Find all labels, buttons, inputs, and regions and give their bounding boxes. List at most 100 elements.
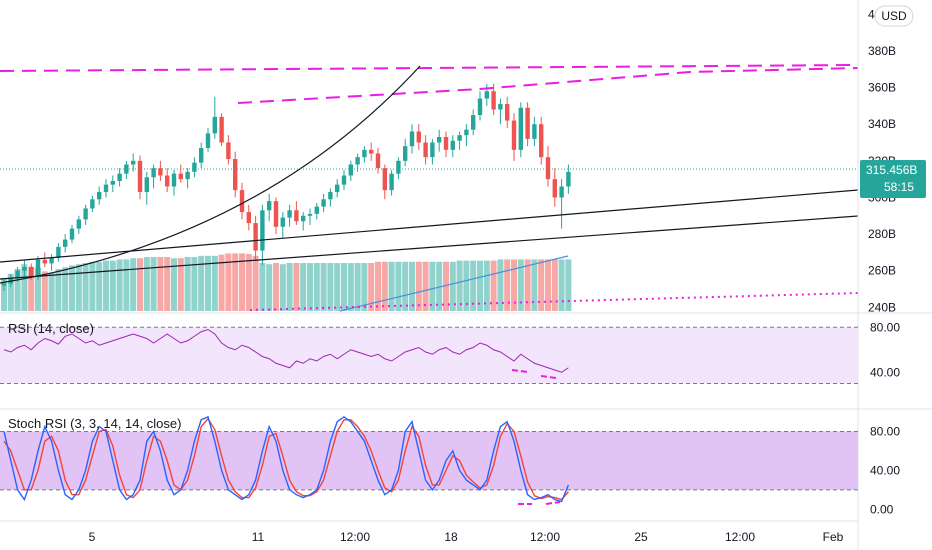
time-tick-label: 5 xyxy=(89,530,96,544)
candle-body xyxy=(246,212,251,224)
volume-bar xyxy=(103,260,109,311)
time-tick-label: 12:00 xyxy=(340,530,370,544)
volume-bar xyxy=(171,258,177,311)
volume-bar xyxy=(551,259,558,311)
rsi-tick-label: 40.00 xyxy=(870,365,900,379)
candle-body xyxy=(56,246,61,258)
candle-body xyxy=(294,210,299,222)
volume-bar xyxy=(177,258,184,311)
volume-bar xyxy=(483,260,490,311)
stoch-tick-label: 80.00 xyxy=(870,424,900,438)
stoch-axis[interactable]: 80.00 40.00 0.00 xyxy=(870,424,900,516)
time-tick-label: 12:00 xyxy=(725,530,755,544)
upper-dashed-resistance xyxy=(0,64,859,72)
volume-bar xyxy=(504,259,511,311)
candle-body xyxy=(362,149,367,158)
volume-bar xyxy=(415,261,422,311)
candle-body xyxy=(280,217,285,227)
price-tick-label: 340B xyxy=(868,117,896,131)
volume-bar xyxy=(545,259,551,311)
candle-body xyxy=(450,140,455,150)
stoch-band xyxy=(0,431,858,490)
volume-bar xyxy=(347,263,354,311)
candle-body xyxy=(443,137,449,150)
candle-body xyxy=(63,239,68,247)
currency-button[interactable]: USD xyxy=(874,5,914,27)
candle-body xyxy=(83,208,88,220)
volume-bar xyxy=(259,263,266,311)
candle-body xyxy=(199,148,204,163)
candle-body xyxy=(22,267,27,271)
candle-body xyxy=(253,223,258,251)
volume-bar xyxy=(511,259,517,311)
volume-bar xyxy=(354,263,361,311)
candle-body xyxy=(348,164,353,176)
candle-body xyxy=(97,191,102,200)
volume-bar xyxy=(239,253,245,311)
candle-body xyxy=(212,116,217,134)
volume-bar xyxy=(232,253,239,311)
candle-body xyxy=(498,104,503,110)
support-line-upper xyxy=(0,189,859,263)
currency-label: USD xyxy=(881,9,907,23)
candle-body xyxy=(532,124,537,139)
candle-body xyxy=(192,162,197,172)
volume-bar xyxy=(218,254,225,311)
volume-bar xyxy=(409,261,415,311)
volume-bar xyxy=(21,264,28,311)
candle-body xyxy=(205,133,211,149)
stoch-d-line xyxy=(3,417,569,501)
candle-body xyxy=(409,131,415,147)
price-tick-label: 280B xyxy=(868,227,896,241)
volume-bar xyxy=(286,263,293,311)
volume-bar xyxy=(28,266,35,311)
volume-bar xyxy=(89,261,96,311)
rsi-axis[interactable]: 80.00 40.00 xyxy=(870,320,900,379)
candle-body xyxy=(226,142,231,159)
candle-body xyxy=(69,228,75,240)
volume-bar xyxy=(381,261,388,311)
volume-bar xyxy=(130,258,137,311)
volume-bar xyxy=(313,263,320,311)
candle-body xyxy=(403,146,408,161)
volume-bar xyxy=(307,263,313,311)
time-axis[interactable]: 5 11 12:00 18 12:00 25 12:00 Feb xyxy=(89,530,844,544)
stoch-tick-label: 40.00 xyxy=(870,463,900,477)
candle-body xyxy=(477,98,483,116)
candle-body xyxy=(464,129,469,136)
rsi-dashed-divergence xyxy=(511,369,529,373)
volume-bar xyxy=(429,261,436,311)
candle-body xyxy=(437,137,442,143)
candle-body xyxy=(178,173,183,180)
volume-bar xyxy=(470,260,477,311)
stoch-rsi-pane[interactable]: Stoch RSI (3, 3, 14, 14, close) xyxy=(0,415,858,505)
rsi-pane[interactable]: RSI (14, close) xyxy=(0,321,858,384)
volume-bar xyxy=(558,259,565,311)
candle-body xyxy=(559,186,564,198)
candle-body xyxy=(287,210,292,218)
candle-body xyxy=(552,179,557,198)
candle-body xyxy=(314,206,319,214)
volume-bar xyxy=(456,260,463,311)
volume-bar xyxy=(341,263,347,311)
volume-bar xyxy=(150,257,157,311)
candle-body xyxy=(484,91,489,99)
price-pane[interactable] xyxy=(0,64,859,312)
volume-bar xyxy=(211,255,218,311)
volume-bar xyxy=(334,263,341,311)
candle-body xyxy=(260,210,265,251)
stoch-k-line xyxy=(3,415,570,503)
candle-body xyxy=(457,135,462,141)
volume-bar xyxy=(245,254,252,311)
candle-body xyxy=(307,213,313,216)
price-tick-label: 360B xyxy=(868,81,896,95)
parabolic-curve xyxy=(0,65,421,284)
volume-bar xyxy=(361,263,368,311)
candle-body xyxy=(165,175,170,187)
candle-body xyxy=(301,215,306,222)
volume-bar xyxy=(565,259,572,311)
volume-bar xyxy=(69,265,75,311)
candle-body xyxy=(131,160,136,165)
candle-body xyxy=(491,91,496,110)
